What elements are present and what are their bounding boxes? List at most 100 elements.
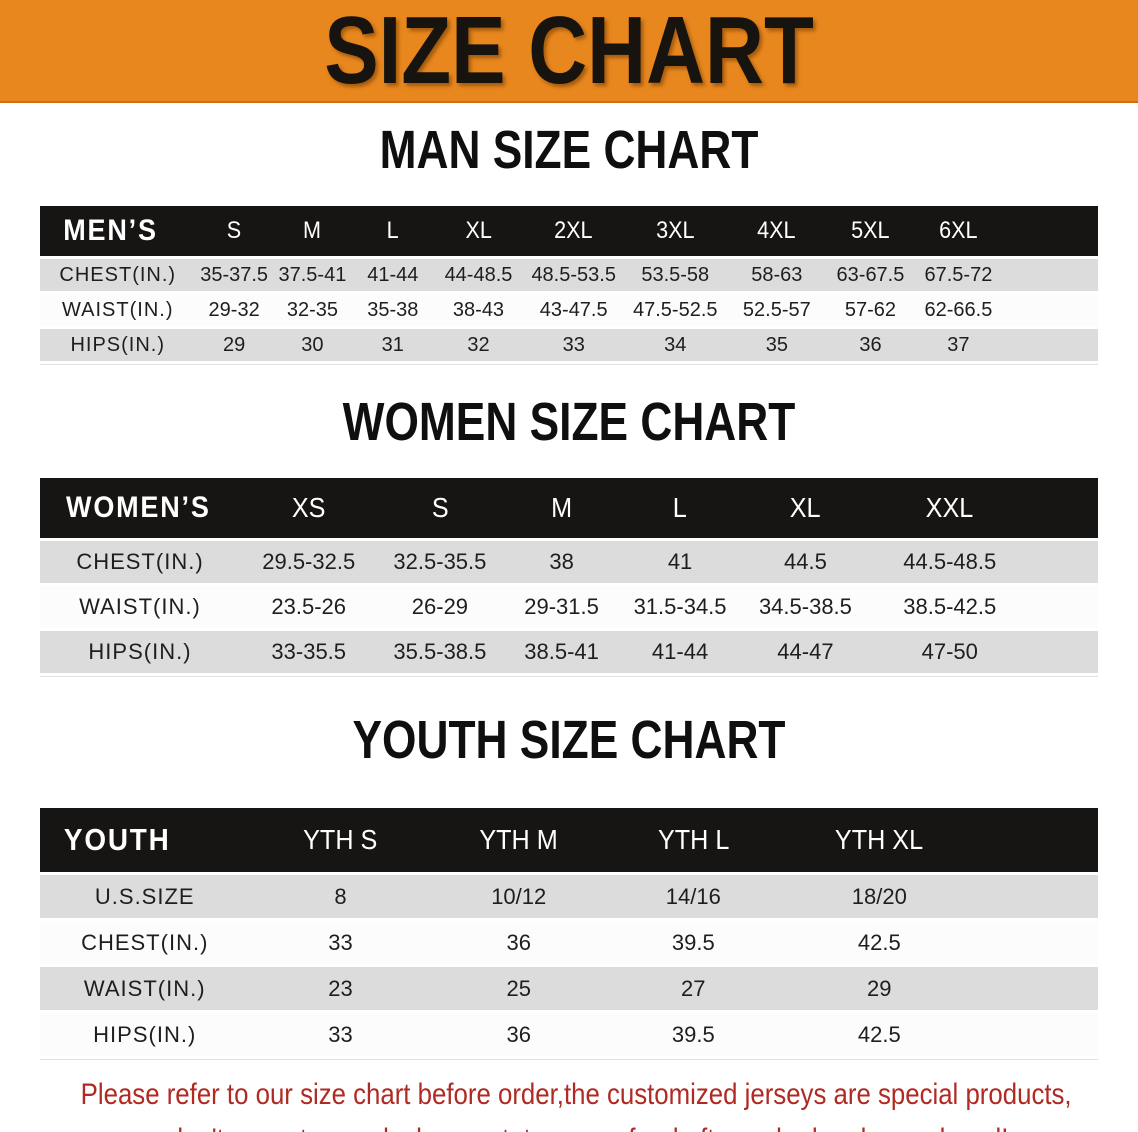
disclaimer-line-2-text: we don't accept cancel, change, teturn o… bbox=[129, 1117, 1009, 1132]
size-value-cell: 14/16 bbox=[606, 875, 781, 918]
disclaimer-line-2: we don't accept cancel, change, teturn o… bbox=[0, 1117, 1138, 1132]
size-value-cell: 41-44 bbox=[352, 259, 434, 291]
size-value-cell: 58-63 bbox=[726, 259, 828, 291]
size-value-cell: 63-67.5 bbox=[827, 259, 914, 291]
size-value-cell: 27 bbox=[606, 967, 781, 1010]
size-value-cell: 42.5 bbox=[780, 1013, 1098, 1056]
men-size-header: M bbox=[272, 206, 353, 256]
row-label: CHEST(IN.) bbox=[40, 921, 250, 964]
size-value-cell: 36 bbox=[431, 1013, 606, 1056]
size-value-cell: 47-50 bbox=[871, 631, 1098, 673]
youth-size-header: YTH XL bbox=[780, 808, 1098, 872]
youth-header-row: YOUTH YTH S YTH M YTH L YTH XL bbox=[40, 808, 1098, 872]
size-value-cell: 35.5-38.5 bbox=[377, 631, 503, 673]
size-value-cell: 38 bbox=[502, 541, 621, 583]
size-value-cell: 29 bbox=[780, 967, 1098, 1010]
size-value-cell: 41 bbox=[620, 541, 740, 583]
size-chart-banner: SIZE CHART bbox=[0, 0, 1138, 103]
youth-chest-row: CHEST(IN.) 33 36 39.5 42.5 bbox=[40, 921, 1098, 964]
size-value-cell: 36 bbox=[827, 329, 914, 361]
women-size-chart-title-text: WOMEN SIZE CHART bbox=[342, 392, 796, 452]
size-value-cell: 48.5-53.5 bbox=[523, 259, 624, 291]
men-size-table: MEN’S S M L XL 2XL 3XL 4XL 5XL 6XL CHEST… bbox=[40, 203, 1098, 365]
row-label: HIPS(IN.) bbox=[40, 1013, 250, 1056]
size-value-cell: 52.5-57 bbox=[726, 294, 828, 326]
men-size-s: S bbox=[226, 217, 242, 244]
youth-size-header: YTH S bbox=[249, 808, 432, 872]
women-size-header: XS bbox=[239, 478, 378, 538]
row-label: CHEST(IN.) bbox=[40, 541, 240, 583]
men-size-3xl: 3XL bbox=[656, 217, 695, 244]
youth-size-chart-title-text: YOUTH SIZE CHART bbox=[352, 710, 786, 770]
men-size-header: 6XL bbox=[913, 206, 1098, 256]
size-value-cell: 39.5 bbox=[606, 1013, 781, 1056]
men-hips-row: HIPS(IN.) 29 30 31 32 33 34 35 36 37 bbox=[40, 329, 1098, 361]
row-label: CHEST(IN.) bbox=[40, 259, 196, 291]
size-value-cell: 41-44 bbox=[620, 631, 740, 673]
men-size-l: L bbox=[386, 217, 399, 244]
women-size-s: S bbox=[431, 492, 449, 523]
women-size-l: L bbox=[673, 492, 688, 523]
men-size-header: 5XL bbox=[827, 206, 914, 256]
men-size-header: L bbox=[352, 206, 434, 256]
men-waist-row: WAIST(IN.) 29-32 32-35 35-38 38-43 43-47… bbox=[40, 294, 1098, 326]
women-size-chart-title: WOMEN SIZE CHART bbox=[0, 395, 1138, 463]
size-chart-banner-title: SIZE CHART bbox=[324, 0, 814, 104]
row-label: HIPS(IN.) bbox=[40, 631, 240, 673]
size-value-cell: 33 bbox=[523, 329, 624, 361]
size-value-cell: 38.5-41 bbox=[502, 631, 621, 673]
women-hips-row: HIPS(IN.) 33-35.5 35.5-38.5 38.5-41 41-4… bbox=[40, 631, 1098, 673]
size-value-cell: 44.5 bbox=[739, 541, 872, 583]
youth-size-table: YOUTH YTH S YTH M YTH L YTH XL U.S.SIZE … bbox=[40, 805, 1098, 1060]
women-size-xl: XL bbox=[790, 492, 821, 523]
size-value-cell: 25 bbox=[431, 967, 606, 1010]
youth-waist-row: WAIST(IN.) 23 25 27 29 bbox=[40, 967, 1098, 1010]
size-value-cell: 44-48.5 bbox=[433, 259, 524, 291]
men-chest-row: CHEST(IN.) 35-37.5 37.5-41 41-44 44-48.5… bbox=[40, 259, 1098, 291]
size-value-cell: 31 bbox=[352, 329, 434, 361]
youth-size-xl: YTH XL bbox=[835, 824, 924, 855]
women-size-table: WOMEN’S XS S M L XL XXL CHEST(IN.) 29.5-… bbox=[40, 475, 1098, 677]
youth-ussize-row: U.S.SIZE 8 10/12 14/16 18/20 bbox=[40, 875, 1098, 918]
size-value-cell: 38.5-42.5 bbox=[871, 586, 1098, 628]
size-value-cell: 29-32 bbox=[195, 294, 273, 326]
size-value-cell: 23 bbox=[249, 967, 432, 1010]
size-value-cell: 33 bbox=[249, 921, 432, 964]
women-size-header: XL bbox=[739, 478, 872, 538]
youth-size-l: YTH L bbox=[657, 824, 729, 855]
men-size-header: 3XL bbox=[623, 206, 727, 256]
size-value-cell: 42.5 bbox=[780, 921, 1098, 964]
men-size-6xl: 6XL bbox=[939, 217, 978, 244]
size-value-cell: 44.5-48.5 bbox=[871, 541, 1098, 583]
row-label: U.S.SIZE bbox=[40, 875, 250, 918]
women-size-xxl: XXL bbox=[925, 492, 974, 523]
women-header-row: WOMEN’S XS S M L XL XXL bbox=[40, 478, 1098, 538]
size-value-cell: 29.5-32.5 bbox=[239, 541, 378, 583]
size-value-cell: 35-37.5 bbox=[195, 259, 273, 291]
men-size-xl: XL bbox=[465, 217, 492, 244]
size-value-cell: 35-38 bbox=[352, 294, 434, 326]
size-value-cell: 33-35.5 bbox=[239, 631, 378, 673]
size-value-cell: 62-66.5 bbox=[913, 294, 1098, 326]
women-waist-row: WAIST(IN.) 23.5-26 26-29 29-31.5 31.5-34… bbox=[40, 586, 1098, 628]
size-value-cell: 23.5-26 bbox=[239, 586, 378, 628]
men-header-row: MEN’S S M L XL 2XL 3XL 4XL 5XL 6XL bbox=[40, 206, 1098, 256]
size-value-cell: 47.5-52.5 bbox=[623, 294, 727, 326]
women-corner-cell: WOMEN’S bbox=[40, 478, 240, 538]
size-value-cell: 18/20 bbox=[780, 875, 1098, 918]
size-value-cell: 32-35 bbox=[272, 294, 353, 326]
size-value-cell: 8 bbox=[249, 875, 432, 918]
women-size-header: XXL bbox=[871, 478, 1098, 538]
size-value-cell: 30 bbox=[272, 329, 353, 361]
disclaimer-line-1-text: Please refer to our size chart before or… bbox=[80, 1078, 1072, 1111]
men-size-5xl: 5XL bbox=[851, 217, 890, 244]
size-value-cell: 32 bbox=[433, 329, 524, 361]
men-size-2xl: 2XL bbox=[554, 217, 593, 244]
men-size-header: 4XL bbox=[726, 206, 828, 256]
youth-size-s: YTH S bbox=[303, 824, 378, 855]
size-value-cell: 43-47.5 bbox=[523, 294, 624, 326]
size-value-cell: 53.5-58 bbox=[623, 259, 727, 291]
size-value-cell: 44-47 bbox=[739, 631, 872, 673]
men-size-header: S bbox=[195, 206, 273, 256]
disclaimer-note: Please refer to our size chart before or… bbox=[0, 1072, 1138, 1132]
